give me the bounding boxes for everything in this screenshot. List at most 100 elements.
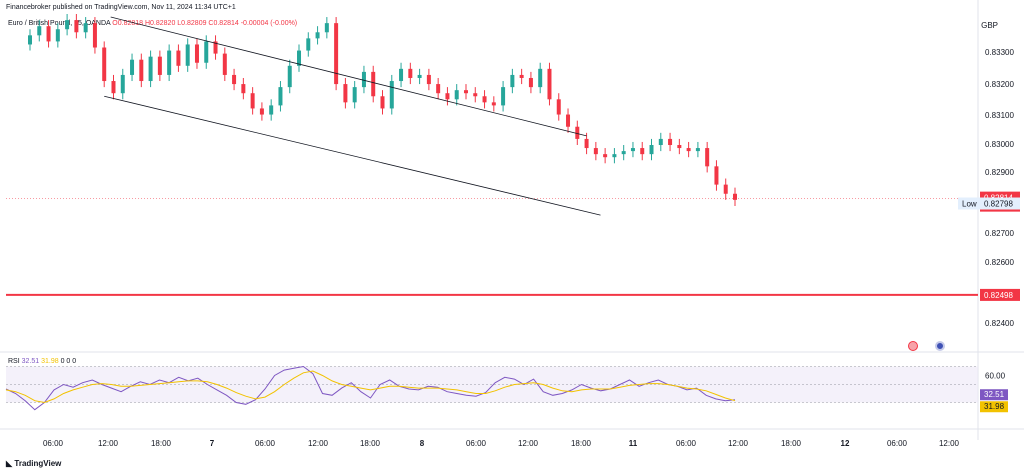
candle-body <box>426 74 431 85</box>
candle-body <box>185 44 190 66</box>
tradingview-logo[interactable]: ◣ TradingView <box>6 459 61 468</box>
candle-body <box>723 184 728 194</box>
candle-body <box>250 93 255 109</box>
x-tick-label: 18:00 <box>781 439 802 448</box>
candle-body <box>111 81 116 94</box>
candle-body <box>584 138 589 149</box>
symbol-legend[interactable]: Euro / British Pound, 15, OANDA O0.82818… <box>8 20 297 27</box>
candle-body <box>473 93 478 97</box>
symbol-name: Euro / British Pound, 15, OANDA <box>8 20 111 27</box>
candle-body <box>463 90 468 94</box>
candle-body <box>556 99 561 115</box>
candle-body <box>566 114 571 127</box>
rsi-band <box>6 366 978 403</box>
y-tick-label: 0.82400 <box>985 319 1014 328</box>
candle-body <box>259 108 264 115</box>
candle-body <box>482 96 487 103</box>
rsi-tick-label: 60.00 <box>985 372 1006 381</box>
x-tick-label: 11 <box>629 439 638 448</box>
candle-body <box>130 59 135 75</box>
candle-body <box>399 68 404 82</box>
candle-body <box>176 50 181 66</box>
x-tick-label: 12:00 <box>728 439 749 448</box>
candle-body <box>361 71 366 88</box>
tradingview-logo-icon: ◣ <box>6 459 13 468</box>
candle-body <box>269 105 274 115</box>
x-tick-label: 06:00 <box>466 439 487 448</box>
candle-body <box>83 23 88 33</box>
candle-body <box>686 148 691 152</box>
candle-body <box>324 23 329 33</box>
candle-body <box>287 65 292 88</box>
x-tick-label: 12:00 <box>98 439 119 448</box>
candle-body <box>55 29 60 42</box>
candle-body <box>222 53 227 75</box>
candle-body <box>334 23 339 85</box>
candle-body <box>454 90 459 100</box>
candle-body <box>612 154 617 158</box>
x-tick-label: 12:00 <box>939 439 960 448</box>
candle-body <box>733 193 737 200</box>
ohlc-values: O0.82818 H0.82820 L0.82809 C0.82814 -0.0… <box>112 20 298 27</box>
candle-body <box>28 35 32 45</box>
candle-body <box>102 47 107 82</box>
candle-body <box>714 166 719 185</box>
candle-body <box>389 81 394 109</box>
rsi-label: RSI <box>8 358 20 365</box>
candle-body <box>371 71 376 97</box>
candle-body <box>65 20 70 30</box>
low-label-text: Low <box>962 200 977 209</box>
x-tick-label: 18:00 <box>571 439 592 448</box>
x-tick-label: 12:00 <box>518 439 539 448</box>
alert-icon[interactable] <box>908 341 918 351</box>
candle-body <box>528 77 533 88</box>
candle-body <box>297 50 302 66</box>
candle-body <box>538 68 543 88</box>
candle-body <box>167 50 172 75</box>
candle-body <box>640 148 645 155</box>
y-tick-label: 0.83000 <box>985 140 1014 149</box>
candle-body <box>380 96 385 109</box>
candle-body <box>695 148 700 152</box>
channel-lower-line <box>104 95 601 216</box>
candle-body <box>92 23 97 48</box>
low-label-value: 0.82798 <box>984 200 1013 209</box>
x-tick-label: 8 <box>420 439 425 448</box>
candle-body <box>241 84 246 94</box>
candle-body <box>139 59 144 82</box>
candle-body <box>194 44 199 63</box>
candle-body <box>630 148 635 152</box>
candle-body <box>510 74 515 88</box>
low-tag <box>958 197 1020 210</box>
candle-body <box>593 148 598 155</box>
rsi-value-tag <box>980 389 1008 401</box>
y-tick-label: 0.82600 <box>985 258 1014 267</box>
y-tick-label: 0.83100 <box>985 111 1014 120</box>
candle-body <box>603 154 608 158</box>
candle-body <box>658 138 663 146</box>
x-tick-label: 7 <box>210 439 215 448</box>
candle-body <box>343 84 348 103</box>
rsi-ma-value: 31.98 <box>41 358 59 365</box>
event-icon[interactable] <box>935 341 945 351</box>
y-tick-label: 0.83300 <box>985 48 1014 57</box>
candle-body <box>74 20 79 33</box>
x-tick-label: 18:00 <box>151 439 172 448</box>
candle-body <box>677 145 682 149</box>
x-tick-label: 06:00 <box>887 439 908 448</box>
x-tick-label: 18:00 <box>360 439 381 448</box>
rsi-legend[interactable]: RSI 32.51 31.98 0 0 0 <box>8 358 76 365</box>
support-level-tag <box>980 288 1020 301</box>
candle-body <box>649 145 654 155</box>
rsi-value-label: 32.51 <box>984 390 1005 399</box>
candle-body <box>417 74 422 78</box>
rsi-ma-tag <box>980 401 1008 413</box>
candle-body <box>436 84 441 94</box>
x-tick-label: 06:00 <box>255 439 276 448</box>
rsi-line <box>5 365 736 411</box>
candle-body <box>315 32 320 39</box>
candle-body <box>37 26 42 36</box>
candle-body <box>621 151 626 155</box>
